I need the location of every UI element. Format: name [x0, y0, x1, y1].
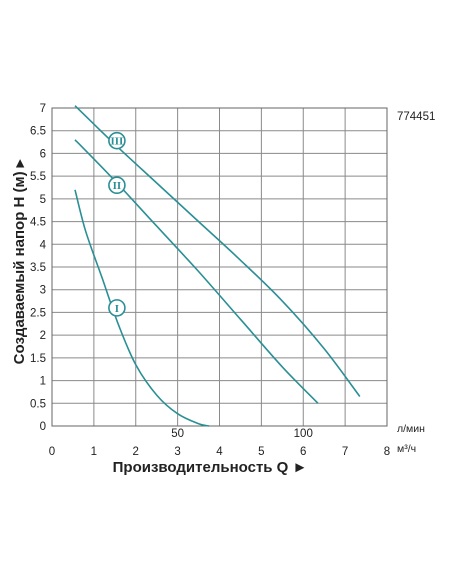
y-tick-label: 4 — [40, 239, 47, 251]
grid — [51, 107, 388, 427]
series-marker-label: III — [110, 136, 123, 148]
x-tick-label: 5 — [258, 446, 264, 458]
x-tick-label: 0 — [49, 446, 55, 458]
x-tick-label: 6 — [300, 446, 306, 458]
series-marker-label: II — [113, 180, 122, 192]
x-tick-label: 4 — [216, 446, 223, 458]
plot-frame — [51, 107, 388, 427]
x-tick-label: 7 — [342, 446, 348, 458]
y-tick-label: 1 — [40, 376, 46, 388]
series-marker-III — [108, 131, 126, 150]
x-tick-label: 2 — [133, 446, 139, 458]
series-line-I — [74, 189, 210, 427]
unit-m3h: м³/ч — [397, 443, 416, 455]
x-tick-labels: 0 1 2 3 4 5 6 7 8 — [49, 446, 390, 458]
y-tick-label: 6 — [40, 148, 46, 160]
x-tick-label: 8 — [384, 446, 390, 458]
series-marker-II — [108, 176, 126, 195]
series-marker-I — [108, 299, 126, 317]
y-tick-label: 0.5 — [30, 398, 46, 410]
lpm-tick-labels: 50 100 — [171, 428, 313, 440]
y-axis-title: Создаваемый напор H (м) ▸ — [11, 158, 28, 364]
x-tick-label: 3 — [174, 446, 180, 458]
product-code: 774451 — [397, 111, 435, 123]
lpm-tick-label: 50 — [171, 428, 184, 440]
lpm-tick-label: 100 — [294, 428, 313, 440]
y-tick-label: 2.5 — [30, 307, 46, 319]
unit-lpm: л/мин — [397, 423, 425, 435]
y-tick-label: 3.5 — [30, 262, 46, 274]
x-tick-label: 1 — [91, 446, 97, 458]
x-axis-title: Производительность Q ► — [113, 459, 308, 476]
y-tick-label: 5.5 — [30, 171, 46, 183]
y-tick-labels: 0 0.5 1 1.5 2 2.5 3 3.5 4 4.5 5 5.5 6 6.5 7 — [30, 103, 47, 433]
y-tick-label: 7 — [40, 103, 46, 115]
y-tick-label: 4.5 — [30, 217, 46, 229]
series-marker-label: I — [115, 303, 119, 315]
y-tick-label: 2 — [40, 330, 46, 342]
y-tick-label: 3 — [40, 285, 46, 297]
y-tick-label: 5 — [40, 194, 46, 206]
y-tick-label: 1.5 — [30, 353, 46, 365]
y-tick-label: 6.5 — [30, 126, 46, 138]
y-tick-label: 0 — [40, 421, 46, 433]
